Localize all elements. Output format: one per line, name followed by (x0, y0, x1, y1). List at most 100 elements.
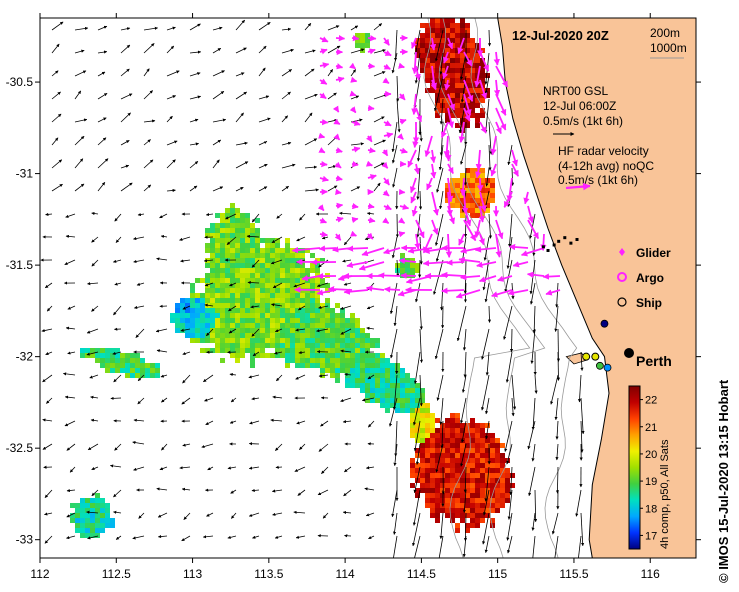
sst-pixel (470, 433, 475, 438)
radar-arrow (445, 149, 452, 162)
sst-pixel (475, 58, 480, 63)
sst-pixel (320, 343, 325, 348)
sst-pixel (240, 268, 245, 273)
sst-pixel (470, 418, 475, 423)
sst-pixel (280, 298, 285, 303)
sst-pixel (465, 193, 470, 198)
sst-pixel (320, 308, 325, 313)
model-arrow (90, 418, 99, 422)
model-arrow (160, 234, 168, 239)
sst-pixel (420, 483, 425, 488)
sst-pixel (210, 303, 215, 308)
sst-pixel (195, 318, 200, 323)
model-arrow (120, 44, 131, 54)
sst-pixel (310, 348, 315, 353)
sst-pixel (250, 273, 255, 278)
sst-pixel (245, 283, 250, 288)
sst-pixel (290, 263, 295, 268)
sst-pixel (475, 98, 480, 103)
sst-pixel (400, 383, 405, 388)
sst-pixel (265, 298, 270, 303)
sst-pixel (475, 198, 480, 203)
sst-pixel (325, 353, 330, 358)
sst-pixel (510, 483, 515, 488)
sst-pixel (450, 448, 455, 453)
sst-pixel (475, 508, 480, 513)
model-arrow (340, 349, 352, 353)
sst-pixel (245, 293, 250, 298)
sst-pixel (275, 293, 280, 298)
radar-arrow (361, 247, 385, 257)
sst-pixel (470, 463, 475, 468)
radar-arrow (351, 119, 361, 126)
model-arrow (91, 489, 99, 497)
glider-legend-label: Glider (636, 246, 671, 260)
sst-pixel (240, 248, 245, 253)
sst-pixel (440, 33, 445, 38)
sst-pixel (280, 263, 285, 268)
sst-pixel (445, 468, 450, 473)
sst-pixel (360, 38, 365, 43)
sst-pixel (470, 198, 475, 203)
sst-pixel (445, 183, 450, 188)
model-arrow (182, 305, 191, 310)
sst-pixel (460, 488, 465, 493)
sst-pixel (280, 303, 285, 308)
sst-pixel (495, 443, 500, 448)
sst-pixel (280, 338, 285, 343)
sst-pixel (275, 343, 280, 348)
sst-pixel (340, 323, 345, 328)
sst-pixel (215, 273, 220, 278)
sst-pixel (205, 328, 210, 333)
sst-pixel (385, 358, 390, 363)
sst-pixel (265, 263, 270, 268)
sst-pixel (185, 313, 190, 318)
sst-pixel (455, 458, 460, 463)
sst-pixel (210, 313, 215, 318)
sst-pixel (415, 428, 420, 433)
sst-pixel (455, 178, 460, 183)
sst-pixel (360, 368, 365, 373)
sst-pixel (455, 468, 460, 473)
x-tick-label: 112 (30, 567, 49, 581)
model-arrow (227, 535, 237, 539)
sst-pixel (380, 393, 385, 398)
sst-pixel (385, 378, 390, 383)
radar-arrow (383, 177, 391, 186)
sst-pixel (195, 308, 200, 313)
sst-pixel (420, 68, 425, 73)
sst-pixel (260, 323, 265, 328)
sst-pixel (120, 363, 125, 368)
sst-pixel (385, 363, 390, 368)
model-arrow (304, 138, 318, 146)
ship-position (600, 319, 609, 328)
model-arrow (316, 282, 329, 288)
sst-pixel (475, 63, 480, 68)
model-arrow (438, 144, 444, 171)
radar-arrow (383, 37, 390, 46)
sst-pixel (460, 483, 465, 488)
sst-pixel (285, 318, 290, 323)
sst-pixel (490, 453, 495, 458)
sst-pixel (430, 88, 435, 93)
sst-pixel (435, 68, 440, 73)
sst-pixel (130, 368, 135, 373)
sst-pixel (320, 333, 325, 338)
sst-pixel (380, 363, 385, 368)
sst-pixel (480, 508, 485, 513)
sst-pixel (445, 513, 450, 518)
model-arrow (459, 52, 467, 81)
radar-arrow (447, 37, 454, 50)
model-arrow (350, 142, 365, 146)
sst-pixel (230, 248, 235, 253)
model-arrow (156, 257, 168, 261)
sst-pixel (335, 373, 340, 378)
model-arrow (488, 213, 493, 239)
sst-pixel (315, 308, 320, 313)
model-arrow (340, 305, 352, 310)
model-arrow (318, 443, 329, 452)
sst-pixel (500, 473, 505, 478)
sst-pixel (455, 108, 460, 113)
sst-pixel (465, 493, 470, 498)
sst-pixel (360, 383, 365, 388)
